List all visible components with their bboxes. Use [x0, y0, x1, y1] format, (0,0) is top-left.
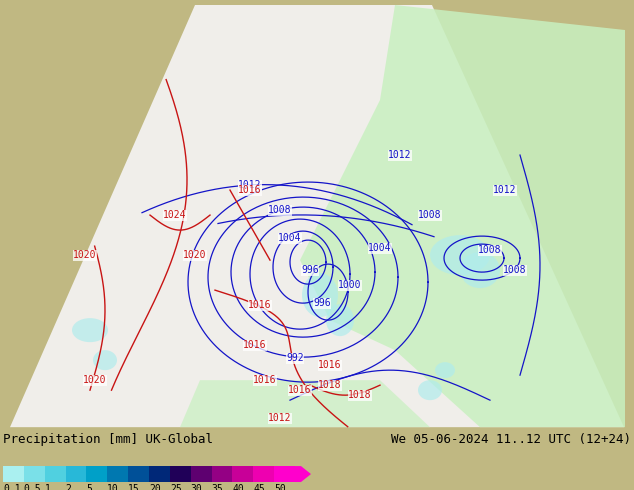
Text: 1016: 1016 [243, 340, 267, 350]
Bar [274, 466, 295, 482]
Bar [86, 466, 107, 482]
Text: We 05-06-2024 11..12 UTC (12+24): We 05-06-2024 11..12 UTC (12+24) [391, 433, 631, 446]
Text: 1: 1 [45, 484, 51, 490]
Text: 15: 15 [128, 484, 140, 490]
Text: 0.5: 0.5 [24, 484, 41, 490]
Bar [128, 466, 149, 482]
Text: 1016: 1016 [318, 360, 342, 370]
Ellipse shape [430, 235, 490, 275]
Bar [149, 466, 170, 482]
Text: 20: 20 [149, 484, 161, 490]
Text: 996: 996 [301, 265, 319, 275]
Text: 1012: 1012 [238, 180, 262, 190]
Text: 1012: 1012 [268, 413, 292, 423]
Text: 25: 25 [170, 484, 181, 490]
Ellipse shape [460, 252, 500, 288]
Text: 1008: 1008 [268, 205, 292, 215]
Bar [191, 466, 212, 482]
Bar [212, 466, 233, 482]
Text: 35: 35 [212, 484, 223, 490]
Bar [45, 466, 65, 482]
Text: 996: 996 [313, 298, 331, 308]
Text: 40: 40 [233, 484, 244, 490]
Text: 1012: 1012 [493, 185, 517, 195]
Bar [3, 466, 24, 482]
Text: 45: 45 [254, 484, 265, 490]
Text: 1008: 1008 [418, 210, 442, 220]
Ellipse shape [326, 304, 354, 336]
Text: 1000: 1000 [339, 280, 362, 290]
Bar [107, 466, 128, 482]
Bar [233, 466, 254, 482]
Text: Precipitation [mm] UK-Global: Precipitation [mm] UK-Global [3, 433, 213, 446]
Text: 1020: 1020 [183, 250, 207, 260]
Text: 5: 5 [86, 484, 93, 490]
Text: 1008: 1008 [503, 265, 527, 275]
Text: 2: 2 [65, 484, 72, 490]
Text: 1020: 1020 [83, 375, 107, 385]
Text: 1012: 1012 [388, 150, 411, 160]
Text: 1018: 1018 [318, 380, 342, 390]
Polygon shape [300, 5, 625, 427]
Polygon shape [10, 5, 624, 427]
Text: 50: 50 [274, 484, 286, 490]
Text: 30: 30 [191, 484, 202, 490]
Text: 1020: 1020 [74, 250, 97, 260]
Ellipse shape [93, 350, 117, 370]
Text: 10: 10 [107, 484, 119, 490]
Text: 0.1: 0.1 [3, 484, 21, 490]
Ellipse shape [302, 273, 338, 317]
Text: 1016: 1016 [253, 375, 277, 385]
Bar [24, 466, 45, 482]
Bar [170, 466, 191, 482]
Text: 992: 992 [286, 353, 304, 363]
Text: 1018: 1018 [348, 390, 372, 400]
Text: 1008: 1008 [478, 245, 501, 255]
Text: 1016: 1016 [249, 300, 272, 310]
Ellipse shape [72, 318, 108, 342]
Ellipse shape [418, 380, 442, 400]
Bar [65, 466, 86, 482]
Polygon shape [180, 380, 430, 427]
Ellipse shape [435, 362, 455, 378]
Text: 1004: 1004 [278, 233, 302, 243]
FancyArrow shape [295, 466, 311, 482]
Text: 1016: 1016 [288, 385, 312, 395]
Text: 1004: 1004 [368, 243, 392, 253]
Text: 1024: 1024 [163, 210, 187, 220]
Bar [254, 466, 274, 482]
Text: 1016: 1016 [238, 185, 262, 195]
